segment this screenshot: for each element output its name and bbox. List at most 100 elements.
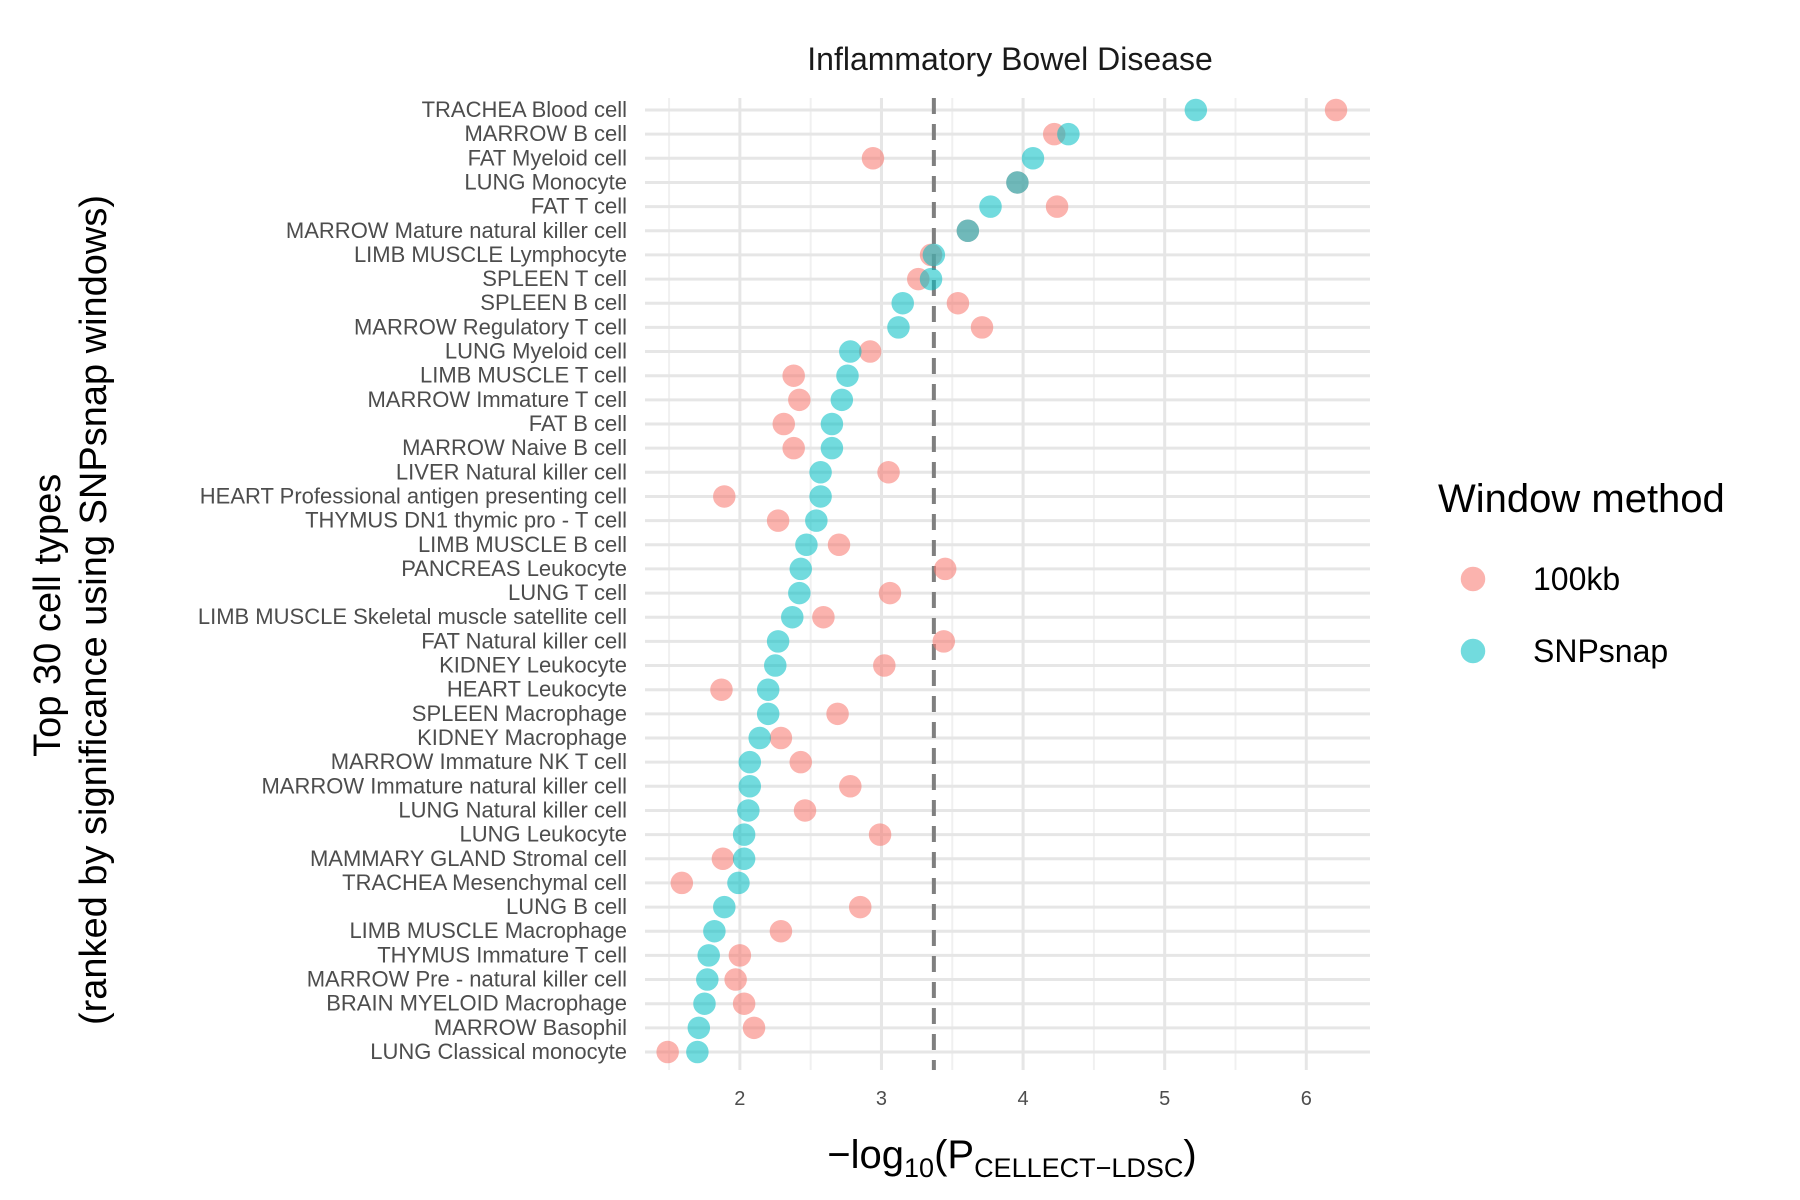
point-snpsnap: [789, 557, 813, 581]
point-snpsnap: [764, 654, 787, 677]
category-label: HEART Leukocyte: [447, 677, 627, 702]
point-snpsnap: [887, 316, 910, 339]
category-label: LUNG Leukocyte: [459, 822, 627, 847]
point-100kb: [769, 919, 793, 943]
category-label: TRACHEA Mesenchymal cell: [342, 870, 627, 895]
legend-label-100kb: 100kb: [1533, 561, 1620, 597]
point-100kb: [858, 340, 882, 363]
point-snpsnap: [820, 436, 844, 460]
category-label: PANCREAS Leukocyte: [401, 556, 627, 581]
point-snpsnap: [703, 919, 726, 943]
category-label: THYMUS Immature T cell: [377, 942, 627, 967]
x-tick-labels: 2 3 4 5 6: [734, 1088, 1312, 1110]
category-label: LUNG B cell: [506, 894, 627, 919]
category-label: SPLEEN Macrophage: [412, 701, 627, 726]
x-axis-label-prefix: −log: [827, 1133, 904, 1177]
point-snpsnap: [956, 219, 980, 243]
category-label: HEART Professional antigen presenting ce…: [200, 483, 627, 508]
category-label: MARROW Immature NK T cell: [331, 749, 627, 774]
point-snpsnap: [836, 364, 859, 387]
point-snpsnap: [687, 1016, 711, 1040]
category-label: LUNG Natural killer cell: [398, 797, 627, 822]
chart-title: Inflammatory Bowel Disease: [807, 41, 1212, 77]
category-label: MARROW Regulatory T cell: [354, 314, 627, 339]
category-label: MAMMARY GLAND Stromal cell: [310, 846, 627, 871]
point-100kb: [970, 316, 994, 339]
point-snpsnap: [766, 630, 790, 653]
point-100kb: [782, 436, 805, 460]
point-snpsnap: [696, 968, 719, 991]
point-snpsnap: [738, 775, 762, 798]
point-snpsnap: [713, 895, 736, 919]
category-label: LIMB MUSCLE Lymphocyte: [354, 242, 627, 267]
point-snpsnap: [795, 533, 818, 557]
point-100kb: [868, 823, 892, 846]
point-100kb: [711, 847, 735, 871]
y-axis-label: Top 30 cell types (ranked by significanc…: [27, 195, 115, 1025]
point-snpsnap: [686, 1040, 709, 1064]
point-100kb: [812, 605, 835, 629]
category-label: LUNG Monocyte: [464, 169, 627, 194]
point-snpsnap: [1184, 98, 1208, 122]
point-100kb: [742, 1016, 766, 1040]
point-100kb: [839, 775, 862, 798]
category-label: MARROW B cell: [464, 121, 627, 146]
x-axis-label-open: (P: [934, 1133, 974, 1177]
point-100kb: [769, 726, 793, 750]
category-label: LUNG Myeloid cell: [445, 339, 627, 364]
horizontal-gridlines: [645, 108, 1370, 1054]
point-snpsnap: [1006, 171, 1029, 194]
point-snpsnap: [1057, 122, 1080, 146]
point-100kb: [793, 799, 817, 822]
legend-marker-snpsnap: [1460, 638, 1486, 664]
point-snpsnap: [922, 243, 946, 267]
point-snpsnap: [732, 847, 756, 871]
category-label: LUNG T cell: [508, 580, 627, 605]
category-label: THYMUS DN1 thymic pro - T cell: [305, 508, 627, 533]
x-tick-label: 2: [734, 1088, 745, 1110]
point-100kb: [861, 147, 885, 170]
point-snpsnap: [788, 581, 811, 605]
point-snpsnap: [693, 992, 716, 1015]
point-100kb: [1324, 98, 1348, 122]
category-label: FAT Natural killer cell: [421, 628, 627, 653]
point-100kb: [877, 461, 900, 484]
legend-marker-100kb: [1460, 566, 1486, 592]
point-snpsnap: [809, 485, 832, 508]
data-points: [656, 98, 1348, 1064]
category-label: MARROW Immature natural killer cell: [261, 773, 627, 798]
x-axis-label-subscript: CELLECT−LDSC: [974, 1153, 1183, 1183]
legend: Window method 100kb SNPsnap: [1438, 477, 1725, 669]
point-100kb: [772, 412, 796, 436]
x-tick-label: 5: [1159, 1088, 1170, 1110]
category-label: SPLEEN T cell: [482, 266, 627, 291]
category-label: LIMB MUSCLE B cell: [418, 532, 627, 557]
point-snpsnap: [891, 291, 914, 315]
y-axis-label-line2: (ranked by significance using SNPsnap wi…: [73, 195, 115, 1025]
category-label: BRAIN MYELOID Macrophage: [326, 991, 627, 1016]
point-snpsnap: [697, 944, 720, 967]
category-label: MARROW Naive B cell: [402, 435, 627, 460]
point-snpsnap: [781, 605, 804, 629]
x-tick-label: 3: [876, 1088, 887, 1110]
point-snpsnap: [839, 340, 862, 363]
category-label: MARROW Immature T cell: [367, 387, 627, 412]
point-100kb: [878, 581, 902, 605]
point-100kb: [782, 364, 805, 387]
category-label: MARROW Basophil: [434, 1015, 627, 1040]
x-axis-label-base: 10: [904, 1153, 934, 1183]
category-label: LUNG Classical monocyte: [370, 1039, 627, 1064]
point-snpsnap: [1021, 147, 1045, 170]
point-snpsnap: [737, 799, 760, 822]
point-100kb: [932, 630, 956, 653]
point-100kb: [656, 1040, 679, 1064]
point-100kb: [710, 678, 733, 701]
point-100kb: [1045, 195, 1069, 218]
legend-label-snpsnap: SNPsnap: [1533, 633, 1668, 669]
point-100kb: [827, 533, 851, 557]
point-100kb: [713, 485, 736, 508]
category-label: LIMB MUSCLE Macrophage: [349, 918, 627, 943]
category-label: LIVER Natural killer cell: [396, 459, 627, 484]
legend-title: Window method: [1438, 477, 1725, 521]
